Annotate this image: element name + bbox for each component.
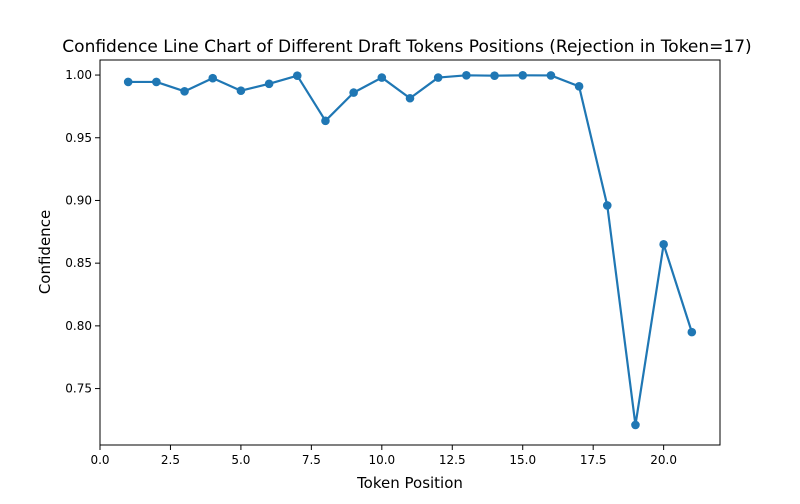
x-tick-label: 17.5 — [580, 453, 607, 467]
data-point — [152, 77, 161, 87]
x-tick-label: 5.0 — [231, 453, 250, 467]
data-point — [321, 116, 330, 126]
y-axis: 0.75 0.80 0.85 0.90 0.95 1.00 — [65, 68, 100, 396]
data-point — [687, 327, 697, 337]
y-tick-label: 1.00 — [65, 68, 92, 82]
data-point — [546, 71, 556, 80]
x-tick-label: 2.5 — [161, 453, 180, 467]
series-layer — [123, 70, 697, 430]
data-point — [462, 70, 471, 80]
data-point — [180, 87, 189, 96]
data-point — [208, 73, 218, 83]
data-point — [433, 73, 443, 82]
x-tick-label: 15.0 — [509, 453, 536, 467]
chart-title: Confidence Line Chart of Different Draft… — [62, 37, 751, 57]
plot-area-frame — [99, 59, 721, 446]
data-point — [236, 86, 246, 96]
y-tick-label: 0.95 — [65, 131, 92, 145]
y-tick-label: 0.80 — [65, 319, 92, 333]
data-point — [377, 73, 387, 82]
data-point — [292, 71, 302, 80]
x-tick-label: 10.0 — [368, 453, 395, 467]
data-point — [264, 79, 274, 89]
y-axis-label: Confidence — [36, 210, 54, 294]
data-point — [518, 70, 528, 80]
data-point — [349, 88, 358, 97]
data-point — [631, 420, 640, 430]
data-point — [659, 240, 668, 249]
x-axis: 0.0 2.5 5.0 7.5 10.0 12.5 15.0 17.5 20.0 — [90, 445, 677, 467]
y-tick-label: 0.85 — [65, 256, 92, 270]
data-point — [405, 93, 415, 103]
x-axis-label: Token Position — [356, 474, 463, 492]
x-tick-label: 7.5 — [302, 453, 321, 467]
x-tick-label: 0.0 — [90, 453, 109, 467]
series-line — [128, 74, 693, 427]
x-tick-label: 12.5 — [439, 453, 466, 467]
x-tick-label: 20.0 — [650, 453, 677, 467]
y-tick-label: 0.90 — [65, 193, 92, 207]
data-point — [490, 71, 499, 80]
y-tick-label: 0.75 — [65, 382, 92, 396]
data-point — [574, 82, 584, 91]
data-point — [123, 77, 133, 87]
data-point — [602, 201, 612, 210]
